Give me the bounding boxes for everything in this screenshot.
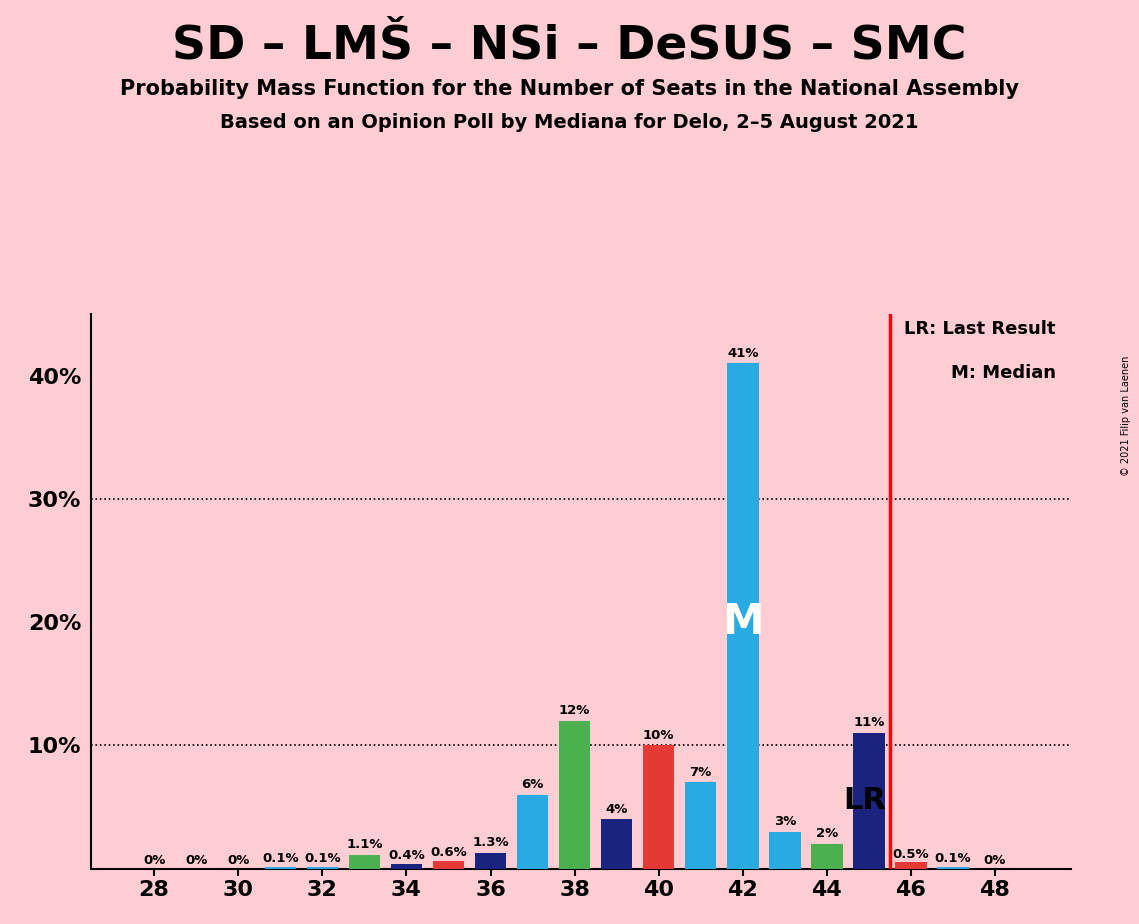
- Text: 4%: 4%: [606, 803, 628, 816]
- Text: LR: LR: [843, 786, 886, 815]
- Text: 0%: 0%: [185, 854, 207, 867]
- Text: 0.5%: 0.5%: [893, 847, 929, 860]
- Bar: [559, 721, 590, 869]
- Text: SD – LMŠ – NSi – DeSUS – SMC: SD – LMŠ – NSi – DeSUS – SMC: [172, 23, 967, 68]
- Text: 1.1%: 1.1%: [346, 838, 383, 851]
- Text: 0.4%: 0.4%: [388, 849, 425, 862]
- Text: © 2021 Filip van Laenen: © 2021 Filip van Laenen: [1121, 356, 1131, 476]
- Bar: [475, 853, 506, 869]
- Text: 12%: 12%: [559, 704, 590, 717]
- Bar: [349, 855, 380, 869]
- Bar: [517, 795, 548, 869]
- Text: M: Median: M: Median: [951, 364, 1056, 382]
- Bar: [391, 864, 423, 869]
- Text: 0%: 0%: [227, 854, 249, 867]
- Bar: [264, 868, 296, 869]
- Text: 0.1%: 0.1%: [262, 853, 298, 866]
- Text: 11%: 11%: [853, 716, 885, 729]
- Text: 0.1%: 0.1%: [304, 853, 341, 866]
- Bar: [601, 820, 632, 869]
- Bar: [727, 363, 759, 869]
- Bar: [853, 733, 885, 869]
- Text: 2%: 2%: [816, 827, 838, 840]
- Text: 41%: 41%: [727, 346, 759, 359]
- Text: 0.1%: 0.1%: [935, 853, 972, 866]
- Text: 1.3%: 1.3%: [473, 836, 509, 849]
- Bar: [642, 746, 674, 869]
- Text: LR: Last Result: LR: Last Result: [904, 320, 1056, 337]
- Text: 0%: 0%: [984, 854, 1006, 867]
- Bar: [433, 861, 465, 869]
- Text: Based on an Opinion Poll by Mediana for Delo, 2–5 August 2021: Based on an Opinion Poll by Mediana for …: [220, 113, 919, 132]
- Text: 0%: 0%: [144, 854, 165, 867]
- Text: M: M: [722, 602, 763, 643]
- Text: 3%: 3%: [773, 815, 796, 828]
- Text: 7%: 7%: [689, 766, 712, 779]
- Bar: [811, 844, 843, 869]
- Bar: [685, 783, 716, 869]
- Text: 6%: 6%: [522, 778, 543, 791]
- Bar: [769, 832, 801, 869]
- Bar: [937, 868, 968, 869]
- Bar: [306, 868, 338, 869]
- Text: 0.6%: 0.6%: [431, 846, 467, 859]
- Text: Probability Mass Function for the Number of Seats in the National Assembly: Probability Mass Function for the Number…: [120, 79, 1019, 99]
- Text: 10%: 10%: [642, 729, 674, 742]
- Bar: [895, 862, 927, 869]
